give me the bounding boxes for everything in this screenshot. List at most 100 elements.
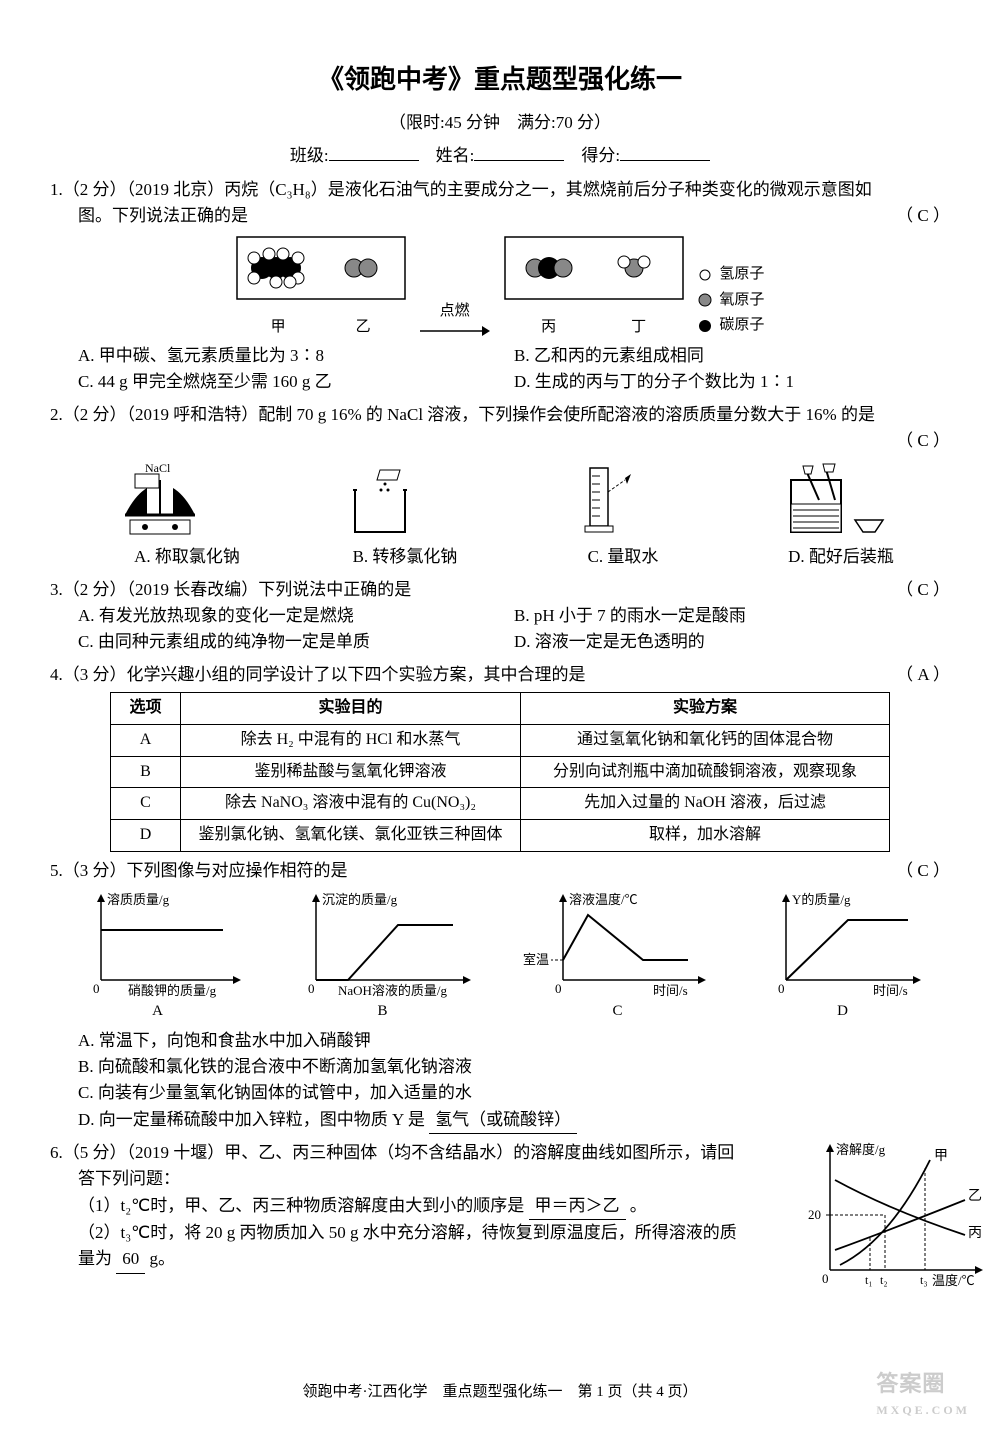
q3-opt-c: C. 由同种元素组成的纯净物一定是单质	[78, 629, 514, 655]
class-label: 班级:	[290, 146, 329, 165]
q6-p2-post: g。	[150, 1249, 176, 1268]
q5-d-pre: D. 向一定量稀硫酸中加入锌粒，图中物质 Y 是	[78, 1110, 425, 1129]
q5-answer: （ C ）	[896, 858, 950, 884]
legend-o: 氧原子	[719, 292, 764, 308]
q6-p1-pre: （1）t₂℃时，甲、乙、丙三种物质溶解度由大到小的顺序是	[78, 1196, 524, 1215]
q1-label-jia: 甲	[271, 316, 286, 339]
table-row: D鉴别氯化钠、氢氧化镁、氯化亚铁三种固体取样，加水溶解	[111, 820, 890, 852]
name-blank	[474, 144, 564, 161]
score-blank	[620, 144, 710, 161]
q6-p2-ans: 60	[116, 1246, 145, 1273]
ylabel: 溶质质量/g	[107, 892, 170, 907]
q6-p1: （1）t₂℃时，甲、乙、丙三种物质溶解度由大到小的顺序是 甲＝丙＞乙 。	[50, 1193, 770, 1220]
q1-left-box: 甲 乙	[236, 236, 406, 339]
q5-opt-a: A. 常温下，向饱和食盐水中加入硝酸钾	[50, 1028, 950, 1054]
xlabel: 时间/s	[873, 983, 908, 998]
q3-stem: 3.（2 分）（2019 长春改编）下列说法中正确的是	[50, 580, 411, 599]
q2-opt-a: A. 称取氯化钠	[78, 544, 296, 570]
question-3: 3.（2 分）（2019 长春改编）下列说法中正确的是 （ C ） A. 有发光…	[50, 577, 950, 656]
chart-label: A	[73, 1000, 243, 1023]
q6-chart: 溶解度/g 温度/℃ 甲 乙 丙 20 t₁ t₂ t₃ 0	[800, 1140, 990, 1290]
svg-text:0: 0	[93, 981, 100, 996]
q2-fig-d	[765, 460, 895, 540]
q1-answer: （ C ）	[896, 203, 950, 229]
q6-stem-b: 答下列问题：	[50, 1166, 770, 1192]
q1-legend: 氢原子 氧原子 碳原子	[698, 262, 765, 339]
name-label: 姓名:	[436, 146, 475, 165]
xlabel: 时间/s	[653, 983, 688, 998]
q2-opt-c: C. 量取水	[514, 544, 732, 570]
q2-opt-b: B. 转移氯化钠	[296, 544, 514, 570]
q2-fig-b	[325, 460, 435, 540]
svg-text:0: 0	[308, 981, 315, 996]
page-footer: 领跑中考·江西化学 重点题型强化练一 第 1 页（共 4 页）	[50, 1381, 950, 1404]
q5-opt-b: B. 向硫酸和氯化铁的混合液中不断滴加氢氧化钠溶液	[50, 1054, 950, 1080]
svg-text:0: 0	[555, 981, 562, 996]
chart-label: D	[758, 1000, 928, 1023]
q5-opt-d: D. 向一定量稀硫酸中加入锌粒，图中物质 Y 是 氢气（或硫酸锌）	[50, 1107, 950, 1134]
question-6: 6.（5 分）（2019 十堰）甲、乙、丙三种固体（均不含结晶水）的溶解度曲线如…	[50, 1140, 950, 1274]
q4-h-opt: 选项	[111, 693, 181, 725]
q2-answer: （ C ）	[896, 428, 950, 454]
cell: 除去 NaNO₃ 溶液中混有的 Cu(NO₃)₂	[181, 788, 521, 820]
q1-figure: 甲 乙 点燃 丙 丁	[50, 236, 950, 339]
question-4: 4.（3 分）化学兴趣小组的同学设计了以下四个实验方案，其中合理的是 （ A ）…	[50, 662, 950, 852]
q5-stem: 5.（3 分）下列图像与对应操作相符的是	[50, 861, 348, 880]
q2-fig-c	[545, 460, 655, 540]
q6-p1-ans: 甲＝丙＞乙	[529, 1193, 626, 1220]
q2-figures: NaCl	[50, 460, 950, 540]
chart-label: C	[523, 1000, 713, 1023]
xlabel: 温度/℃	[932, 1273, 975, 1288]
cell: 分别向试剂瓶中滴加硫酸铜溶液，观察现象	[521, 756, 890, 788]
watermark-sub: MXQE.COM	[876, 1401, 970, 1420]
q3-opt-a: A. 有发光放热现象的变化一定是燃烧	[78, 603, 514, 629]
q6-p2-pre: 量为	[78, 1249, 112, 1268]
q2-fig-a: NaCl	[105, 460, 215, 540]
cell: 除去 H₂ 中混有的 HCl 和水蒸气	[181, 724, 521, 756]
q3-answer: （ C ）	[896, 577, 950, 603]
cell: B	[111, 756, 181, 788]
q4-h-plan: 实验方案	[521, 693, 890, 725]
q1-left-svg	[236, 236, 406, 316]
cell: 鉴别稀盐酸与氢氧化钾溶液	[181, 756, 521, 788]
cell: 取样，加水溶解	[521, 820, 890, 852]
table-row: B鉴别稀盐酸与氢氧化钾溶液分别向试剂瓶中滴加硫酸铜溶液，观察现象	[111, 756, 890, 788]
q3-opt-d: D. 溶液一定是无色透明的	[514, 629, 950, 655]
question-5: 5.（3 分）下列图像与对应操作相符的是 （ C ） 溶质质量/g 0 硝酸钾的…	[50, 858, 950, 1134]
q5-chart-b: 沉淀的质量/g 0 NaOH溶液的质量/g B	[288, 890, 478, 1023]
nacl-text: NaCl	[145, 461, 171, 475]
cell: 先加入过量的 NaOH 溶液，后过滤	[521, 788, 890, 820]
q1-label-yi: 乙	[356, 316, 371, 339]
page-subtitle: （限时:45 分钟 满分:70 分）	[50, 110, 950, 136]
ylabel: 溶液温度/℃	[569, 892, 638, 907]
q6-p1-post: 。	[630, 1196, 647, 1215]
q6-stem-a: 6.（5 分）（2019 十堰）甲、乙、丙三种固体（均不含结晶水）的溶解度曲线如…	[50, 1140, 770, 1166]
ylabel: 沉淀的质量/g	[322, 892, 398, 907]
t3: t₃	[920, 1273, 928, 1287]
q2-opt-d: D. 配好后装瓶	[732, 544, 950, 570]
q4-table: 选项 实验目的 实验方案 A除去 H₂ 中混有的 HCl 和水蒸气通过氢氧化钠和…	[110, 692, 890, 852]
question-2: 2.（2 分）（2019 呼和浩特）配制 70 g 16% 的 NaCl 溶液，…	[50, 402, 950, 571]
q6-p2b: 量为 60 g。	[50, 1246, 770, 1273]
q1-arrow: 点燃	[420, 300, 490, 339]
svg-text:0: 0	[778, 981, 785, 996]
info-row: 班级: 姓名: 得分:	[50, 143, 950, 169]
page-title: 《领跑中考》重点题型强化练一	[50, 60, 950, 100]
q1-opt-a: A. 甲中碳、氢元素质量比为 3∶8	[78, 343, 514, 369]
yi-label: 乙	[968, 1188, 982, 1204]
q3-opt-b: B. pH 小于 7 的雨水一定是酸雨	[514, 603, 950, 629]
q1-arrow-label: 点燃	[420, 300, 490, 323]
q1-label-ding: 丁	[631, 316, 646, 339]
q1-right-box: 丙 丁	[504, 236, 684, 339]
table-row: C除去 NaNO₃ 溶液中混有的 Cu(NO₃)₂先加入过量的 NaOH 溶液，…	[111, 788, 890, 820]
cell: A	[111, 724, 181, 756]
cell: 通过氢氧化钠和氧化钙的固体混合物	[521, 724, 890, 756]
watermark: 答案圈 MXQE.COM	[876, 1367, 970, 1420]
q5-chart-c: 溶液温度/℃ 室温 0 时间/s C	[523, 890, 713, 1023]
svg-text:0: 0	[822, 1271, 829, 1286]
watermark-main: 答案圈	[876, 1371, 945, 1396]
ylabel: Y的质量/g	[792, 892, 851, 907]
cell: 鉴别氯化钠、氢氧化镁、氯化亚铁三种固体	[181, 820, 521, 852]
t1: t₁	[865, 1273, 873, 1287]
q2-stem: 2.（2 分）（2019 呼和浩特）配制 70 g 16% 的 NaCl 溶液，…	[50, 405, 875, 424]
